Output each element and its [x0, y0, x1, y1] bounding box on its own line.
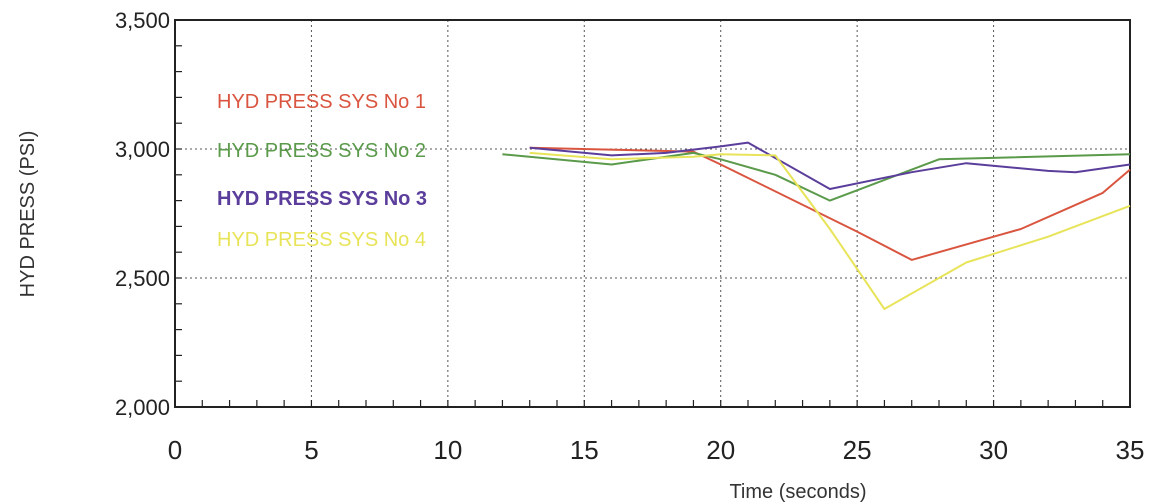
legend-entry: HYD PRESS SYS No 1: [217, 91, 426, 113]
y-tick-label: 2,500: [115, 266, 170, 291]
x-axis-label: Time (seconds): [729, 481, 866, 503]
legend-entry: HYD PRESS SYS No 2: [217, 140, 426, 162]
y-axis-label: HYD PRESS (PSI): [17, 131, 39, 298]
plot-frame: [174, 19, 1131, 408]
series-lines: [502, 141, 1131, 310]
y-tick-labels: 2,000 2,500 3,000 3,500: [115, 8, 170, 420]
x-tick-label: 15: [570, 435, 599, 465]
y-tick-label: 3,000: [115, 137, 170, 162]
y-tick-label: 2,000: [115, 395, 170, 420]
plot-area: [175, 20, 1130, 407]
grid-lines: [175, 20, 1130, 407]
x-tick-label: 35: [1116, 435, 1145, 465]
legend: HYD PRESS SYS No 1 HYD PRESS SYS No 2 HYD …: [217, 91, 427, 251]
series-line-hyd-press-sys-no-3: [529, 141, 1131, 190]
x-tick-label: 25: [843, 435, 872, 465]
x-tick-label: 5: [304, 435, 318, 465]
x-tick-labels: 0 5 10 15 20 25 30 35: [168, 435, 1145, 465]
x-tick-label: 20: [706, 435, 735, 465]
x-tick-label: 0: [168, 435, 182, 465]
legend-entry: HYD PRESS SYS No 3: [217, 188, 427, 210]
x-tick-label: 30: [979, 435, 1008, 465]
series-line-hyd-press-sys-no-2: [502, 151, 1131, 202]
x-tick-label: 10: [433, 435, 462, 465]
axis-ticks: [174, 19, 1131, 408]
series-line-hyd-press-sys-no-4: [529, 151, 1131, 310]
y-tick-label: 3,500: [115, 8, 170, 33]
legend-entry: HYD PRESS SYS No 4: [217, 229, 426, 251]
